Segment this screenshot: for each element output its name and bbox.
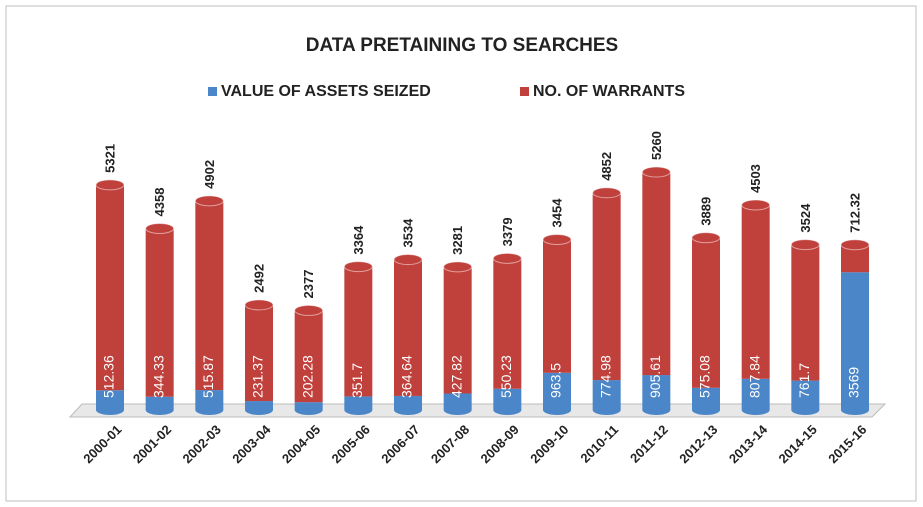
bar-top [691, 232, 721, 244]
bar-segment [145, 396, 174, 410]
data-label: 5260 [649, 131, 664, 160]
bar-segment [741, 204, 770, 379]
data-label: 3569 [846, 367, 862, 398]
data-label: 3379 [500, 217, 515, 246]
bar-segment [841, 272, 869, 410]
bar-segment [245, 401, 273, 410]
bar-top [294, 304, 324, 316]
data-label: 3524 [798, 203, 813, 233]
data-label: 5321 [102, 144, 117, 173]
data-label: 3281 [450, 226, 465, 255]
data-label: 712.32 [847, 193, 862, 233]
bar-segment [394, 259, 422, 396]
chart-title: DATA PRETAINING TO SEARCHES [306, 35, 618, 56]
bar-segment [344, 266, 373, 397]
bar-top [443, 261, 473, 273]
bar-top [343, 261, 373, 273]
legend-swatch [520, 87, 529, 96]
data-label: 515.87 [200, 355, 216, 398]
bar-segment [493, 258, 522, 389]
data-label: 774.98 [597, 355, 613, 398]
bar-segment [741, 378, 770, 410]
bar-top [592, 187, 622, 199]
data-label: 905.61 [647, 355, 663, 398]
data-label: 4852 [599, 152, 614, 181]
data-label: 963.5 [548, 363, 564, 398]
bar-segment [592, 380, 621, 410]
bar-segment [294, 402, 323, 410]
bar-segment [493, 388, 522, 410]
bar-segment [443, 393, 472, 410]
bar-segment [692, 237, 720, 388]
data-label: 550.23 [498, 355, 514, 398]
data-label: 427.82 [448, 355, 464, 398]
bar-segment [543, 239, 571, 373]
bar-top [393, 254, 423, 266]
bar-top [641, 166, 671, 178]
bar-top [542, 233, 572, 245]
data-label: 344.33 [150, 355, 166, 398]
legend-swatch [208, 87, 217, 96]
bar-segment [592, 192, 621, 381]
data-label: 2377 [301, 270, 316, 299]
data-label: 364.64 [399, 355, 415, 398]
legend-label: NO. OF WARRANTS [533, 83, 685, 100]
data-label: 231.37 [250, 355, 266, 398]
data-label: 2492 [251, 264, 266, 293]
bar-top [741, 199, 771, 211]
legend-label: VALUE OF ASSETS SEIZED [221, 83, 431, 100]
bar-segment [642, 172, 671, 376]
data-label: 202.28 [299, 355, 315, 398]
data-label: 3454 [549, 198, 564, 228]
legend: VALUE OF ASSETS SEIZED NO. OF WARRANTS [208, 83, 685, 100]
bar-segment [344, 396, 373, 410]
bar-segment [245, 304, 273, 402]
bar-segment [642, 375, 671, 410]
data-label: 3534 [400, 218, 415, 248]
bar-segment [145, 228, 174, 397]
data-label: 807.84 [746, 355, 762, 398]
bar-segment [195, 200, 224, 391]
data-label: 575.08 [697, 355, 713, 398]
data-label: 761.7 [796, 363, 812, 398]
data-label: 4358 [152, 188, 167, 217]
data-label: 512.36 [101, 355, 117, 398]
bar-top [95, 179, 125, 191]
bar-segment [443, 266, 472, 394]
bar-top [244, 299, 274, 311]
bar-top [840, 239, 870, 251]
data-label: 4503 [748, 164, 763, 193]
bar-segment [791, 380, 820, 410]
bar-segment [294, 310, 323, 403]
bar-top [790, 239, 820, 251]
data-label: 3889 [698, 197, 713, 226]
bar-segment [692, 387, 720, 410]
data-label: 4902 [202, 160, 217, 189]
bar-top [145, 222, 175, 234]
bar-segment [96, 390, 124, 410]
bar-top [194, 195, 224, 207]
bar-segment [96, 184, 124, 391]
bar-segment [791, 244, 820, 381]
data-label: 3364 [351, 225, 366, 255]
data-label: 351.7 [349, 363, 365, 398]
bar-top [492, 252, 522, 264]
bar-segment [543, 372, 571, 410]
bar-segment [195, 390, 224, 410]
bar-segment [394, 395, 422, 410]
